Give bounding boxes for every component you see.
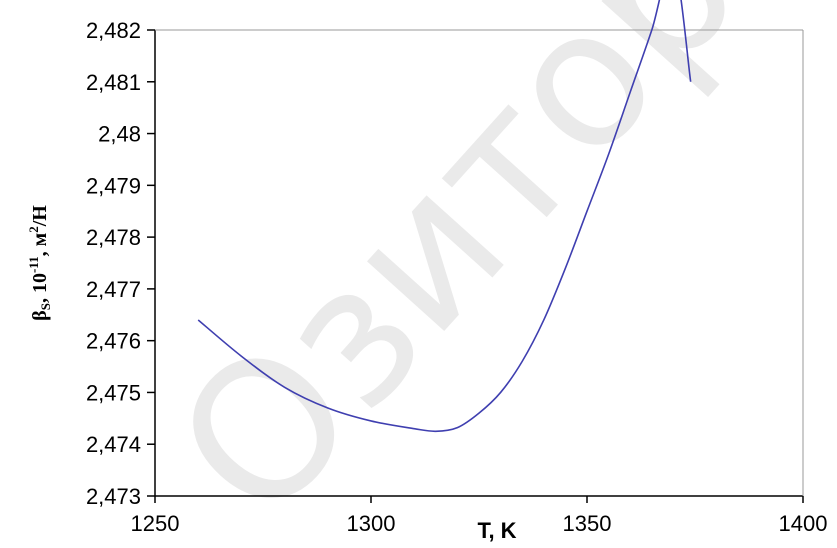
y-axis-title-symbol-sub: S bbox=[38, 303, 53, 310]
y-axis-title-unit: , м bbox=[29, 233, 51, 257]
series-line bbox=[197, 0, 692, 433]
y-axis-title: βS, 10-11, м2/Н bbox=[26, 205, 53, 321]
y-axis-title-symbol: β bbox=[29, 310, 51, 321]
y-tick-label: 2,473 bbox=[86, 484, 141, 509]
x-tick-label: 1300 bbox=[347, 511, 396, 536]
y-tick-label: 2,48 bbox=[98, 122, 141, 147]
y-tick-label: 2,477 bbox=[86, 277, 141, 302]
y-tick-label: 2,476 bbox=[86, 329, 141, 354]
y-axis-title-factor-exp: -11 bbox=[26, 256, 41, 273]
y-axis-title-unit-tail: /Н bbox=[29, 205, 51, 228]
y-axis-ticks: 2,4732,4742,4752,4762,4772,4782,4792,482… bbox=[86, 18, 155, 509]
y-tick-label: 2,481 bbox=[86, 70, 141, 95]
watermark-text: Озиторий bbox=[134, 0, 837, 548]
y-tick-label: 2,482 bbox=[86, 18, 141, 43]
y-tick-label: 2,478 bbox=[86, 225, 141, 250]
y-axis-title-factor: , 10 bbox=[29, 273, 51, 303]
y-tick-label: 2,475 bbox=[86, 380, 141, 405]
plot-frame bbox=[154, 29, 804, 497]
y-tick-label: 2,474 bbox=[86, 432, 141, 457]
x-axis-ticks: 1250 1300 1350 1400 bbox=[131, 496, 828, 536]
y-tick-label: 2,479 bbox=[86, 173, 141, 198]
y-axis-title-unit-exp: 2 bbox=[26, 226, 41, 233]
x-tick-label: 1250 bbox=[131, 511, 180, 536]
x-tick-label: 1400 bbox=[779, 511, 828, 536]
x-axis-title: T, K bbox=[477, 518, 516, 543]
x-tick-label: 1350 bbox=[563, 511, 612, 536]
